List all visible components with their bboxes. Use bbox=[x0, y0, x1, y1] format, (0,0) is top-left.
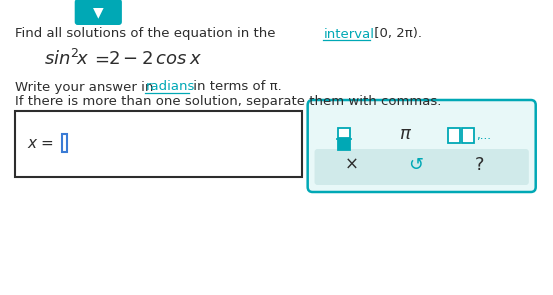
Text: Write your answer in: Write your answer in bbox=[15, 81, 158, 94]
Text: $x$: $x$ bbox=[27, 135, 38, 150]
Text: ×: × bbox=[345, 156, 359, 174]
Text: $\mathit{sin}^2\!\mathit{x}$: $\mathit{sin}^2\!\mathit{x}$ bbox=[44, 49, 89, 69]
FancyBboxPatch shape bbox=[62, 134, 67, 152]
FancyBboxPatch shape bbox=[315, 149, 529, 185]
Text: radians: radians bbox=[145, 81, 195, 94]
FancyBboxPatch shape bbox=[75, 0, 122, 25]
Text: ↺: ↺ bbox=[408, 156, 424, 174]
Text: Find all solutions of the equation in the: Find all solutions of the equation in th… bbox=[15, 27, 279, 40]
FancyBboxPatch shape bbox=[307, 100, 536, 192]
Text: $=$: $=$ bbox=[91, 50, 110, 68]
Text: ,...: ,... bbox=[476, 129, 491, 142]
FancyBboxPatch shape bbox=[338, 128, 350, 138]
Text: ?: ? bbox=[475, 156, 484, 174]
Text: [0, 2π).: [0, 2π). bbox=[369, 27, 421, 40]
Text: ▼: ▼ bbox=[93, 5, 103, 19]
Text: in terms of π.: in terms of π. bbox=[189, 81, 281, 94]
FancyBboxPatch shape bbox=[462, 128, 474, 143]
Text: If there is more than one solution, separate them with commas.: If there is more than one solution, sepa… bbox=[15, 94, 441, 107]
FancyBboxPatch shape bbox=[338, 140, 350, 150]
Text: $2-2\,\mathit{cos}\,\mathit{x}$: $2-2\,\mathit{cos}\,\mathit{x}$ bbox=[108, 50, 202, 68]
FancyBboxPatch shape bbox=[448, 128, 460, 143]
Text: interval: interval bbox=[324, 27, 374, 40]
FancyBboxPatch shape bbox=[15, 111, 302, 177]
Text: =: = bbox=[40, 135, 53, 150]
Text: $\pi$: $\pi$ bbox=[399, 125, 413, 143]
